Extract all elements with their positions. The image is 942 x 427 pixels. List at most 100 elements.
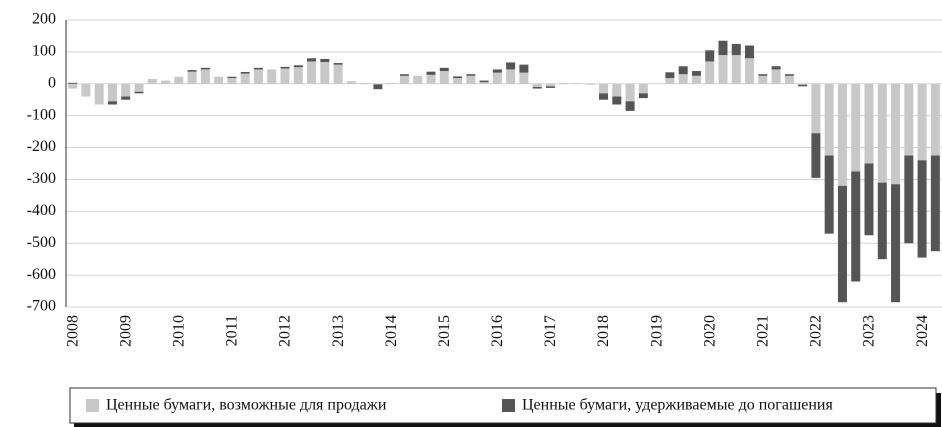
bar xyxy=(705,61,715,84)
y-tick-label: -600 xyxy=(27,266,56,283)
bar xyxy=(240,73,250,84)
bar xyxy=(134,91,144,94)
bar xyxy=(864,163,874,236)
bar xyxy=(784,74,794,76)
bar xyxy=(107,83,117,102)
bar xyxy=(758,75,768,84)
bar xyxy=(134,83,144,92)
bar xyxy=(280,66,290,69)
bar xyxy=(625,83,635,102)
bar xyxy=(439,67,449,72)
bar xyxy=(678,66,688,75)
x-tick-label: 2024 xyxy=(914,315,931,347)
bar xyxy=(386,82,396,84)
y-tick-label: 200 xyxy=(32,11,56,28)
bar xyxy=(891,83,901,185)
bar xyxy=(837,185,847,303)
bar xyxy=(625,101,635,111)
bar xyxy=(227,76,237,79)
bar xyxy=(492,72,502,84)
bar xyxy=(545,86,555,88)
bar xyxy=(174,76,184,84)
bar xyxy=(824,155,834,234)
bar xyxy=(718,40,728,56)
bar xyxy=(479,80,489,83)
x-tick-label: 2017 xyxy=(542,315,559,347)
bar xyxy=(373,84,383,90)
bar xyxy=(333,64,343,84)
bar xyxy=(121,83,131,97)
bar xyxy=(453,76,463,79)
bar xyxy=(293,67,303,84)
bar xyxy=(745,58,755,84)
bar xyxy=(811,83,821,134)
bar xyxy=(253,67,263,70)
x-tick-label: 2010 xyxy=(170,315,187,347)
bar xyxy=(612,96,622,105)
bar xyxy=(519,72,529,84)
bar xyxy=(267,69,277,84)
bar xyxy=(572,83,582,84)
bar xyxy=(904,155,914,244)
bar xyxy=(599,93,609,100)
bar xyxy=(930,83,940,156)
x-tick-label: 2009 xyxy=(117,315,134,347)
bar xyxy=(745,45,755,59)
x-tick-label: 2011 xyxy=(224,315,241,346)
bar xyxy=(320,58,330,63)
legend-swatch xyxy=(86,399,99,412)
bar xyxy=(599,83,609,94)
y-tick-label: -300 xyxy=(27,170,56,187)
bar xyxy=(904,83,914,156)
x-tick-label: 2013 xyxy=(330,315,347,347)
bar xyxy=(851,171,861,282)
bar xyxy=(718,55,728,84)
bar xyxy=(187,70,197,72)
bar xyxy=(453,78,463,84)
bar xyxy=(665,72,675,79)
bar xyxy=(68,83,78,89)
bar xyxy=(506,69,516,84)
bar xyxy=(161,80,171,84)
bar xyxy=(307,58,317,62)
bar xyxy=(399,75,409,84)
y-tick-label: 0 xyxy=(48,74,56,91)
y-tick-label: -100 xyxy=(27,106,56,123)
legend-swatch xyxy=(502,399,515,412)
bar xyxy=(691,75,701,84)
bar xyxy=(678,74,688,84)
bar xyxy=(731,43,741,56)
bar xyxy=(917,160,927,258)
bar xyxy=(200,69,210,84)
bar xyxy=(293,65,303,68)
bar xyxy=(253,69,263,84)
x-tick-label: 2012 xyxy=(277,315,294,347)
bar xyxy=(426,74,436,84)
bar xyxy=(877,83,887,183)
bar xyxy=(930,155,940,252)
bar xyxy=(346,81,356,84)
bar xyxy=(891,184,901,303)
x-tick-label: 2015 xyxy=(436,315,453,347)
bar xyxy=(731,55,741,84)
bar xyxy=(320,62,330,84)
bar xyxy=(227,78,237,84)
x-tick-label: 2018 xyxy=(595,315,612,347)
bar xyxy=(559,82,569,84)
y-tick-label: 100 xyxy=(32,43,56,60)
bar xyxy=(532,86,542,89)
bar xyxy=(479,82,489,84)
bar xyxy=(200,67,210,70)
bar xyxy=(665,78,675,84)
bar xyxy=(426,71,436,75)
bar xyxy=(811,133,821,178)
bar xyxy=(147,78,157,84)
bar xyxy=(917,83,927,161)
x-tick-label: 2008 xyxy=(64,315,81,347)
bar xyxy=(824,83,834,156)
bar xyxy=(121,96,131,100)
x-tick-label: 2023 xyxy=(861,315,878,347)
bar xyxy=(107,101,117,105)
x-tick-label: 2014 xyxy=(383,315,400,347)
bar xyxy=(413,75,423,84)
